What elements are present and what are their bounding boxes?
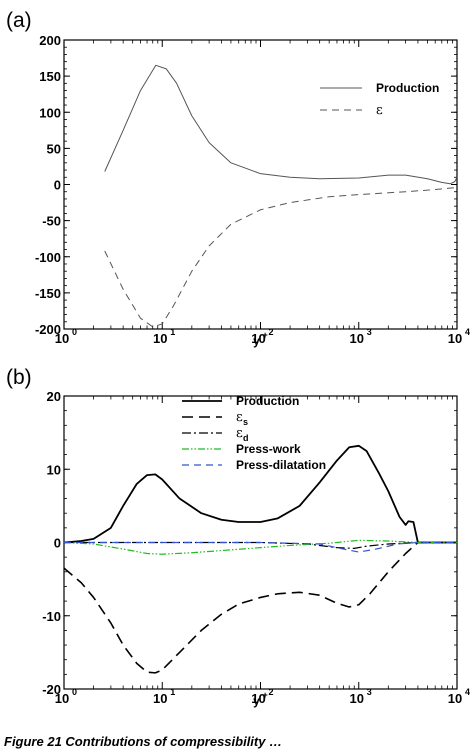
y-tick-label: -10	[42, 609, 61, 624]
y-tick-label: -20	[42, 682, 61, 697]
y-tick-label: 200	[39, 33, 61, 48]
figure-caption: Figure 21 Contributions of compressibili…	[4, 734, 282, 749]
x-tick-exponent: 3	[367, 327, 372, 337]
x-axis-title-sup: +	[263, 330, 268, 340]
panel-label: (a)	[6, 9, 32, 32]
x-tick-label: 10	[55, 331, 69, 346]
x-tick-label: 10	[350, 331, 364, 346]
y-tick-label: 50	[47, 141, 61, 156]
x-tick-exponent: 2	[269, 327, 274, 337]
x-tick-exponent: 1	[170, 687, 175, 697]
legend-subscript: d	[243, 433, 249, 443]
y-tick-label: 0	[54, 178, 61, 193]
y-tick-label: 100	[39, 105, 61, 120]
x-axis-title-sup: +	[263, 690, 268, 700]
y-tick-label: 10	[47, 462, 61, 477]
y-tick-label: 20	[47, 389, 61, 404]
y-tick-label: -50	[42, 214, 61, 229]
x-tick-label: 10	[448, 691, 462, 706]
legend-label: ε	[236, 426, 243, 441]
legend-label: Production	[236, 394, 299, 408]
legend-subscript: s	[243, 417, 248, 427]
x-tick-exponent: 0	[72, 327, 77, 337]
y-tick-label: 0	[54, 536, 61, 551]
legend-label: Production	[376, 81, 439, 95]
series-line	[64, 541, 457, 553]
series-line	[104, 64, 458, 185]
panel-label: (b)	[6, 366, 32, 389]
series-line	[63, 539, 457, 555]
x-axis-title: y	[253, 694, 260, 708]
legend-label: ε	[376, 103, 383, 118]
x-tick-exponent: 4	[465, 327, 470, 337]
x-tick-exponent: 1	[170, 327, 175, 337]
x-tick-label: 10	[448, 331, 462, 346]
legend-label: Press-work	[236, 442, 301, 456]
x-tick-label: 10	[251, 331, 265, 346]
series-line	[64, 541, 457, 549]
y-tick-label: 150	[39, 69, 61, 84]
series-line	[104, 186, 458, 328]
x-tick-exponent: 3	[367, 687, 372, 697]
y-tick-label: -100	[35, 250, 61, 265]
x-tick-label: 10	[153, 691, 167, 706]
legend-label: Press-dilatation	[236, 458, 326, 472]
x-tick-label: 10	[251, 691, 265, 706]
x-tick-label: 10	[350, 691, 364, 706]
x-axis-title: y	[253, 334, 260, 348]
y-tick-label: -150	[35, 286, 61, 301]
x-tick-exponent: 0	[72, 687, 77, 697]
y-tick-label: -200	[35, 322, 61, 337]
x-tick-exponent: 2	[269, 687, 274, 697]
series-line	[63, 541, 457, 674]
legend-label: ε	[236, 410, 243, 425]
x-tick-label: 10	[55, 691, 69, 706]
x-tick-label: 10	[153, 331, 167, 346]
series-line	[63, 444, 457, 544]
x-tick-exponent: 4	[465, 687, 470, 697]
